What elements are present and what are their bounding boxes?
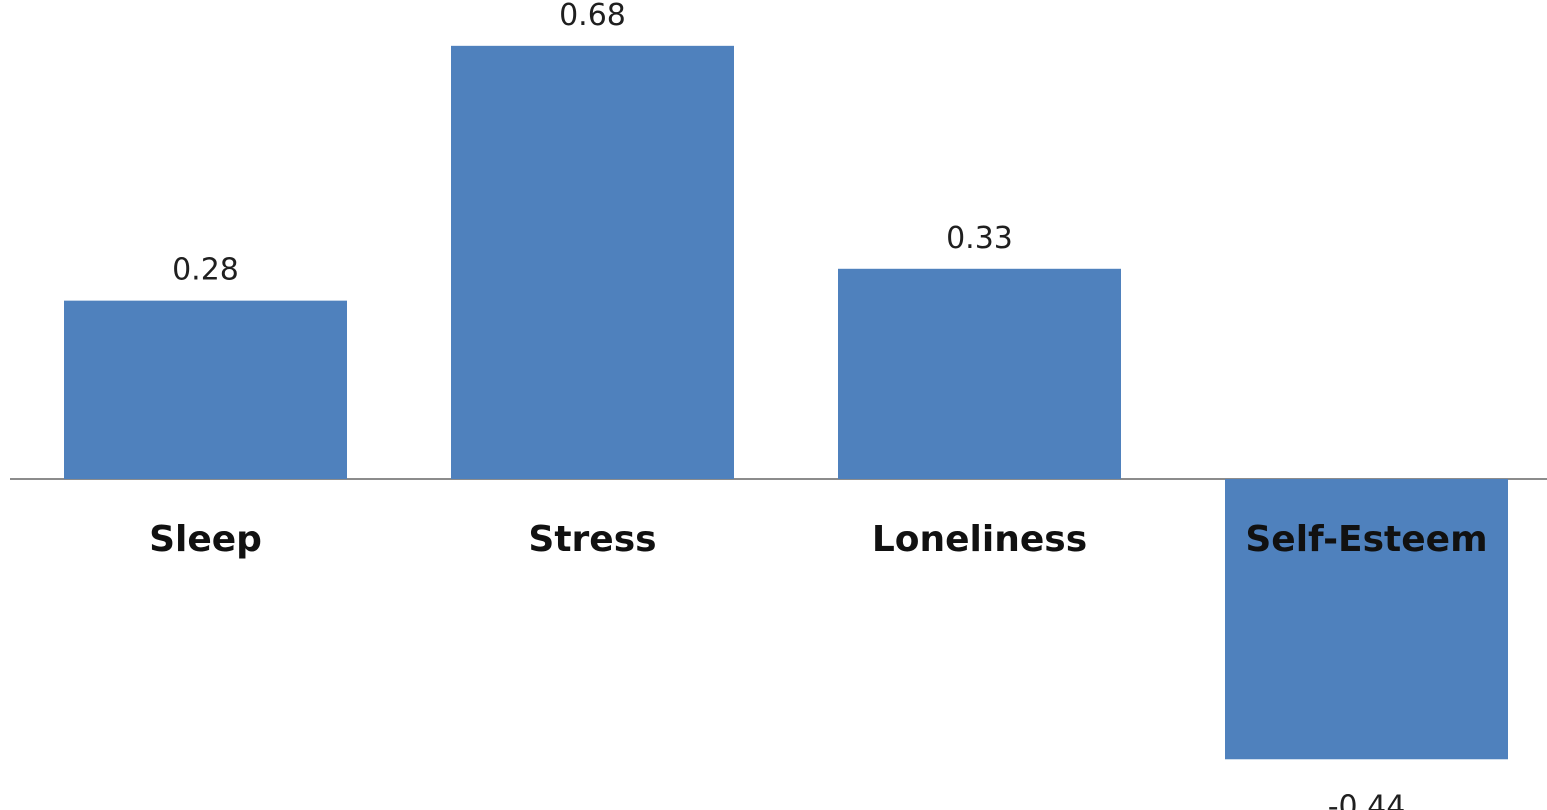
data-label-sleep: 0.28 <box>172 253 239 288</box>
bar-loneliness <box>838 268 1121 479</box>
data-label-stress: 0.68 <box>559 0 626 33</box>
bar-sleep <box>64 300 347 479</box>
category-label-loneliness: Loneliness <box>872 519 1087 560</box>
category-label-self-esteem: Self-Esteem <box>1245 519 1487 560</box>
bar-self-esteem <box>1225 479 1508 760</box>
bar-stress <box>451 45 734 480</box>
data-label-loneliness: 0.33 <box>946 221 1013 256</box>
category-label-stress: Stress <box>528 519 656 560</box>
data-label-self-esteem: -0.44 <box>1328 789 1406 810</box>
category-label-sleep: Sleep <box>149 519 262 560</box>
